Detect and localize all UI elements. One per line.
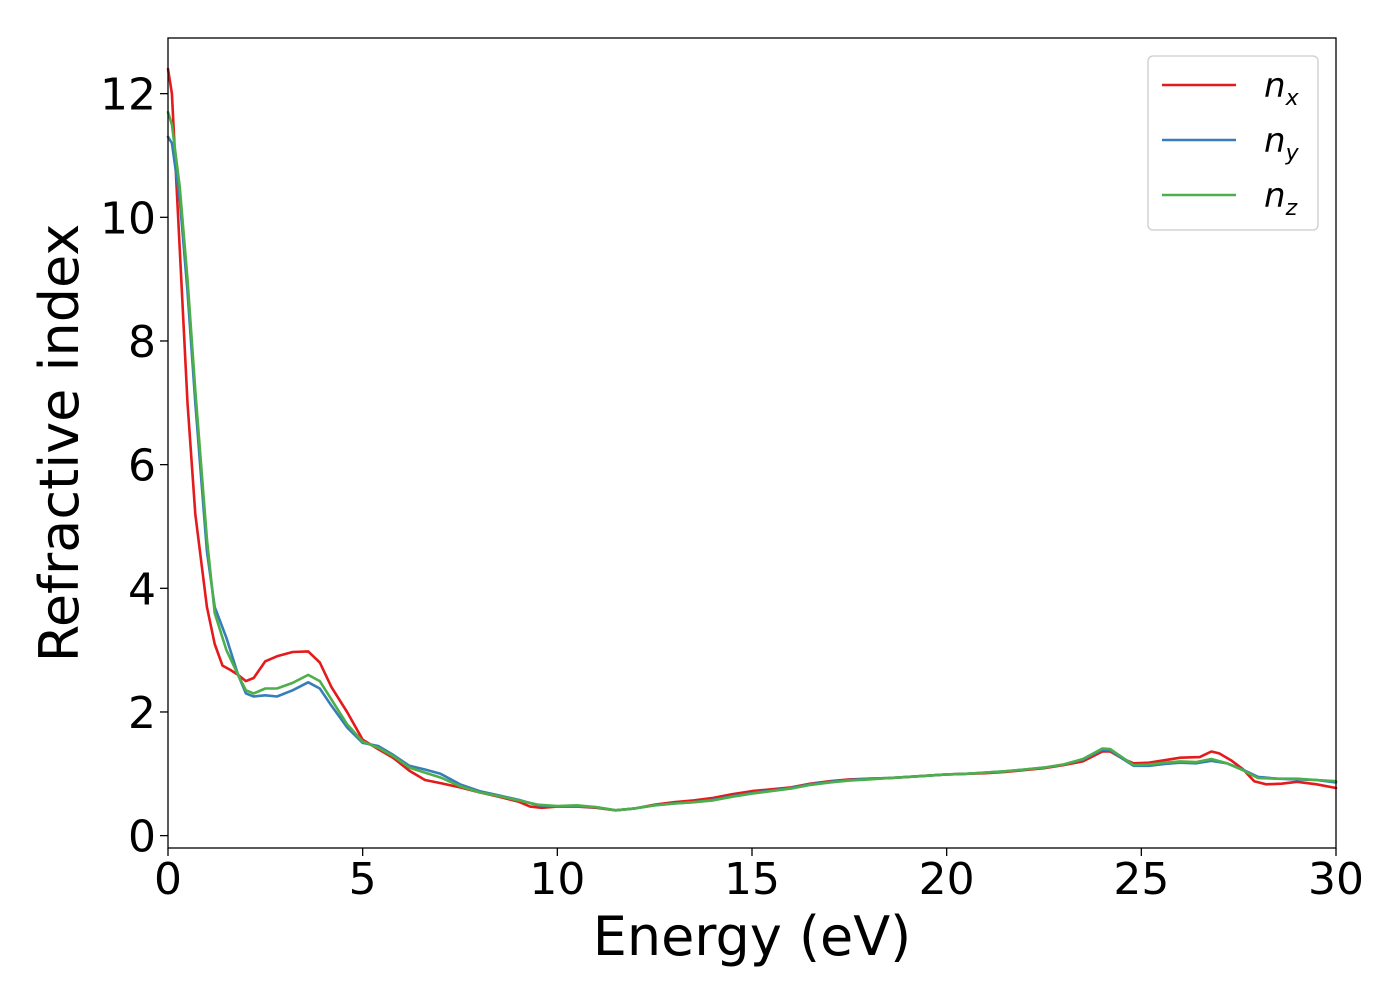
x-tick-label: 5 <box>349 854 377 905</box>
x-tick-label: 30 <box>1308 854 1364 905</box>
y-tick-label: 6 <box>128 441 156 492</box>
y-tick-label: 10 <box>100 193 156 244</box>
x-ticks: 0 5 10 15 20 25 30 <box>154 848 1364 905</box>
series-line-x <box>166 67 1338 812</box>
x-tick-label: 20 <box>919 854 975 905</box>
y-tick-label: 8 <box>128 317 156 368</box>
y-tick-label: 12 <box>100 70 156 121</box>
series-line-y <box>166 135 1338 812</box>
legend-label-x: nx <box>1264 66 1300 111</box>
x-axis-label: Energy (eV) <box>593 905 912 968</box>
legend-label-z: nz <box>1264 176 1298 221</box>
y-ticks: 0 2 4 6 8 10 12 <box>100 70 168 863</box>
legend-box <box>1147 55 1319 231</box>
y-tick-label: 0 <box>128 812 156 863</box>
x-tick-label: 25 <box>1113 854 1169 905</box>
series-line-z <box>166 110 1338 812</box>
x-tick-label: 15 <box>724 854 780 905</box>
x-tick-label: 0 <box>154 854 182 905</box>
legend-label-y: ny <box>1264 121 1300 166</box>
y-tick-label: 2 <box>128 688 156 739</box>
y-tick-label: 4 <box>128 564 156 615</box>
legend: nx ny nz <box>1147 55 1319 231</box>
y-axis-label: Refractive index <box>28 224 91 663</box>
series-layer <box>166 67 1338 812</box>
x-tick-label: 10 <box>529 854 585 905</box>
